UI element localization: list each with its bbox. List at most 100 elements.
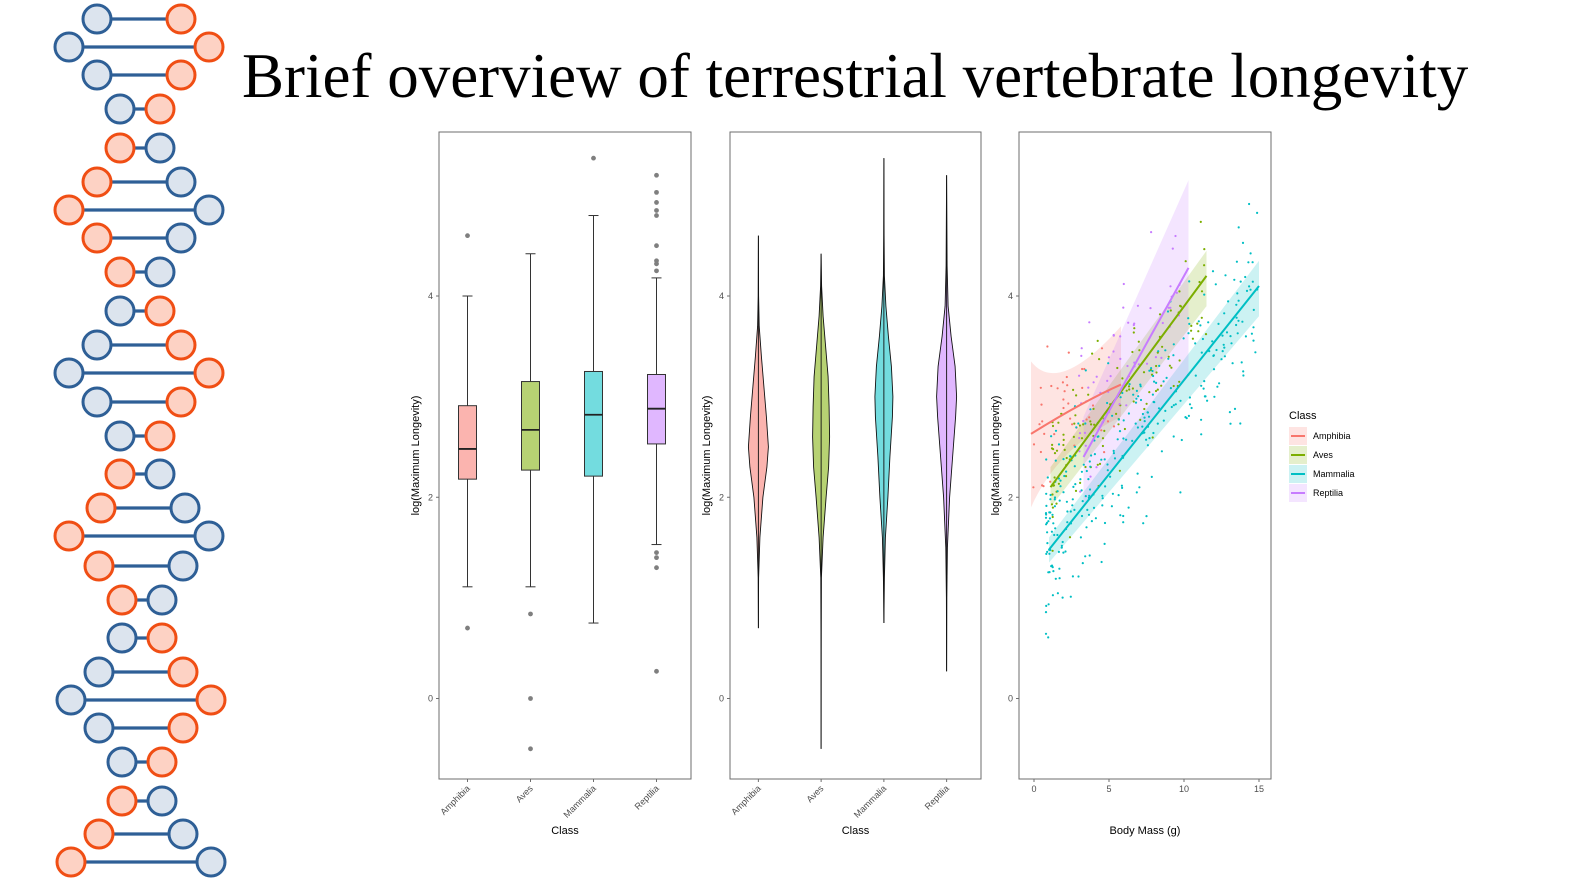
dna-node-orange — [193, 31, 225, 63]
data-point-mammalia — [1088, 488, 1092, 491]
data-point-mammalia — [1239, 422, 1242, 425]
box-iqr — [458, 405, 477, 480]
data-point-aves — [1052, 448, 1055, 451]
box-amphibia — [458, 233, 477, 631]
data-point-mammalia — [1049, 498, 1052, 501]
data-point-mammalia — [1187, 332, 1190, 335]
data-point-mammalia — [1145, 438, 1148, 441]
data-point-mammalia — [1056, 592, 1059, 595]
data-point-aves — [1198, 280, 1201, 284]
data-point-reptilia — [1150, 231, 1153, 234]
y-axis-title: log(Maximum Longevity) — [410, 396, 422, 516]
outlier-point — [654, 200, 659, 205]
data-point-mammalia — [1071, 504, 1074, 507]
data-point-mammalia — [1071, 575, 1074, 578]
data-point-amphibia — [1066, 384, 1069, 387]
data-point-aves — [1091, 352, 1094, 355]
dna-node-orange — [83, 818, 115, 850]
outlier-point — [654, 243, 659, 249]
data-point-mammalia — [1082, 463, 1085, 466]
data-point-mammalia — [1062, 551, 1065, 554]
data-point-reptilia — [1122, 306, 1125, 309]
data-point-aves — [1139, 418, 1142, 421]
data-point-aves — [1199, 220, 1202, 223]
dna-node-blue — [165, 166, 197, 198]
data-point-mammalia — [1052, 570, 1055, 573]
dna-base-pair — [81, 59, 197, 91]
data-point-amphibia — [1100, 429, 1103, 432]
dna-node-orange — [104, 458, 136, 490]
dna-node-orange — [195, 684, 227, 716]
data-point-amphibia — [1067, 402, 1070, 405]
data-point-aves — [1145, 402, 1148, 405]
data-point-mammalia — [1081, 562, 1084, 565]
data-point-mammalia — [1165, 376, 1168, 379]
data-point-reptilia — [1119, 357, 1122, 360]
dna-base-pair — [81, 3, 197, 35]
data-point-aves — [1161, 345, 1164, 348]
data-point-mammalia — [1090, 454, 1093, 457]
data-point-mammalia — [1222, 343, 1225, 346]
data-point-mammalia — [1054, 577, 1057, 580]
y-axis-title: log(Maximum Longevity) — [701, 396, 713, 516]
data-point-mammalia — [1103, 458, 1106, 461]
dna-node-orange — [167, 656, 199, 688]
outlier-point — [528, 746, 533, 752]
data-point-amphibia — [1038, 423, 1041, 426]
data-point-aves — [1090, 423, 1093, 426]
data-point-aves — [1125, 389, 1128, 392]
data-point-amphibia — [1081, 386, 1084, 389]
data-point-mammalia — [1058, 567, 1061, 570]
data-point-mammalia — [1241, 241, 1245, 244]
data-point-aves — [1087, 393, 1090, 396]
dna-node-blue — [144, 458, 176, 490]
data-point-mammalia — [1058, 499, 1061, 502]
data-point-amphibia — [1083, 367, 1086, 371]
data-point-mammalia — [1045, 458, 1048, 461]
data-point-reptilia — [1083, 431, 1087, 434]
dna-node-orange — [81, 222, 113, 254]
data-point-mammalia — [1137, 395, 1140, 398]
data-point-mammalia — [1200, 351, 1203, 354]
data-point-reptilia — [1175, 291, 1178, 294]
data-point-mammalia — [1057, 443, 1061, 446]
data-point-mammalia — [1235, 316, 1238, 319]
data-point-mammalia — [1088, 460, 1091, 463]
data-point-mammalia — [1188, 280, 1191, 283]
data-point-mammalia — [1152, 374, 1155, 378]
data-point-mammalia — [1150, 367, 1153, 370]
data-point-mammalia — [1164, 409, 1167, 412]
data-point-mammalia — [1048, 511, 1051, 514]
data-point-reptilia — [1149, 307, 1152, 310]
data-point-aves — [1096, 463, 1099, 466]
data-point-mammalia — [1106, 469, 1109, 472]
data-point-mammalia — [1179, 399, 1182, 402]
dna-base-pair — [106, 785, 178, 817]
data-point-mammalia — [1194, 374, 1197, 377]
data-point-mammalia — [1084, 555, 1087, 558]
data-point-aves — [1191, 337, 1194, 340]
data-point-mammalia — [1093, 453, 1096, 456]
data-point-reptilia — [1118, 403, 1121, 406]
data-point-mammalia — [1146, 411, 1149, 414]
data-point-aves — [1127, 385, 1131, 388]
data-point-reptilia — [1087, 386, 1090, 389]
dna-base-pair — [53, 357, 225, 389]
data-point-mammalia — [1073, 465, 1076, 468]
page-title: Brief overview of terrestrial vertebrate… — [242, 41, 1469, 111]
data-point-amphibia — [1091, 404, 1095, 407]
data-point-mammalia — [1050, 435, 1053, 438]
data-point-mammalia — [1190, 406, 1193, 410]
data-point-amphibia — [1062, 406, 1065, 410]
confidence-ribbons — [1031, 180, 1259, 563]
data-point-mammalia — [1199, 324, 1202, 327]
data-point-mammalia — [1084, 369, 1087, 372]
data-point-mammalia — [1162, 419, 1165, 422]
data-point-mammalia — [1179, 491, 1182, 494]
dna-base-pair — [81, 166, 197, 198]
data-point-reptilia — [1169, 306, 1172, 309]
data-point-mammalia — [1206, 399, 1209, 402]
dna-base-pair — [81, 222, 197, 254]
data-point-reptilia — [1095, 466, 1098, 469]
data-point-mammalia — [1122, 419, 1125, 422]
